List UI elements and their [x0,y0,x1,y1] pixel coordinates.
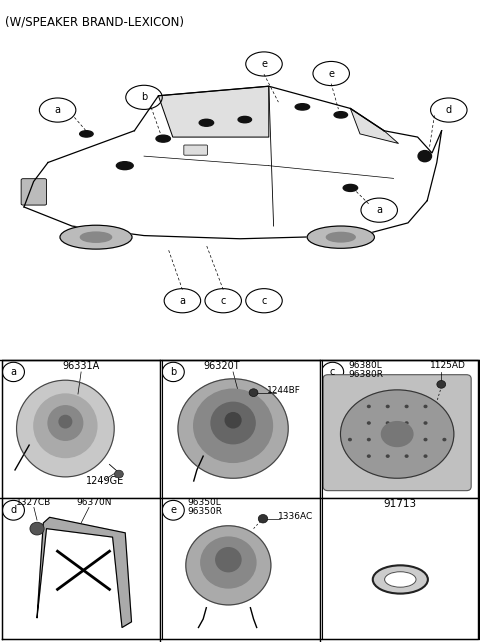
Ellipse shape [326,232,355,242]
Text: 96350R: 96350R [187,507,222,517]
Text: c: c [220,296,226,306]
Ellipse shape [156,135,170,142]
Circle shape [367,455,371,458]
Ellipse shape [59,415,72,428]
Ellipse shape [17,380,114,477]
Text: b: b [170,367,176,377]
Circle shape [367,421,371,425]
Ellipse shape [343,184,358,191]
Text: 96331A: 96331A [62,361,100,371]
Text: 1327CB: 1327CB [16,498,51,507]
Circle shape [249,389,258,397]
Ellipse shape [194,389,273,462]
Circle shape [385,438,390,441]
FancyBboxPatch shape [21,178,47,205]
Circle shape [423,404,428,408]
Circle shape [348,438,352,441]
Text: c: c [330,367,336,377]
FancyBboxPatch shape [323,375,471,490]
Circle shape [423,421,428,425]
Ellipse shape [117,162,133,169]
Text: e: e [328,69,334,78]
Text: 1249GE: 1249GE [85,476,124,486]
Text: d: d [11,505,16,516]
Ellipse shape [211,403,255,444]
Ellipse shape [295,104,310,110]
Text: (W/SPEAKER BRAND-LEXICON): (W/SPEAKER BRAND-LEXICON) [5,16,184,29]
Ellipse shape [81,232,111,242]
Text: 96380R: 96380R [348,370,383,379]
Ellipse shape [199,119,214,126]
Circle shape [405,404,408,408]
Ellipse shape [48,406,83,440]
Ellipse shape [340,390,454,478]
Ellipse shape [238,116,252,123]
Text: a: a [55,105,60,115]
Ellipse shape [34,394,97,458]
Circle shape [405,438,408,441]
Circle shape [30,523,44,535]
Ellipse shape [186,526,271,605]
Text: e: e [170,505,176,516]
Text: a: a [11,367,16,377]
Ellipse shape [373,566,428,594]
Text: 1336AC: 1336AC [278,512,314,521]
Ellipse shape [178,379,288,478]
Text: c: c [261,296,267,306]
Text: 96370N: 96370N [76,498,111,507]
Circle shape [385,455,390,458]
Circle shape [405,455,408,458]
Ellipse shape [382,422,413,446]
Circle shape [443,438,446,441]
Ellipse shape [216,548,241,571]
Circle shape [405,421,408,425]
Circle shape [367,404,371,408]
Ellipse shape [80,131,93,137]
FancyBboxPatch shape [184,145,207,155]
Circle shape [385,421,390,425]
Polygon shape [37,517,132,627]
Text: 1244BF: 1244BF [267,386,301,395]
Ellipse shape [334,112,348,118]
Text: a: a [180,296,185,306]
Text: 96380L: 96380L [349,361,383,370]
Text: 91713: 91713 [384,499,417,510]
Ellipse shape [60,225,132,249]
Text: 1125AD: 1125AD [430,361,466,370]
Text: 96350L: 96350L [188,498,222,507]
Circle shape [115,470,123,478]
Circle shape [423,455,428,458]
Circle shape [385,404,390,408]
Polygon shape [350,108,398,143]
Ellipse shape [201,537,256,588]
Circle shape [437,381,445,388]
Ellipse shape [307,226,374,248]
Ellipse shape [418,151,432,162]
Text: b: b [141,92,147,102]
Polygon shape [158,86,269,137]
Circle shape [367,438,371,441]
Circle shape [258,514,268,523]
Circle shape [423,438,428,441]
Text: 96320T: 96320T [204,361,240,371]
Ellipse shape [384,571,416,587]
Ellipse shape [225,413,241,428]
Text: d: d [446,105,452,115]
Text: e: e [261,59,267,69]
Text: a: a [376,205,382,215]
